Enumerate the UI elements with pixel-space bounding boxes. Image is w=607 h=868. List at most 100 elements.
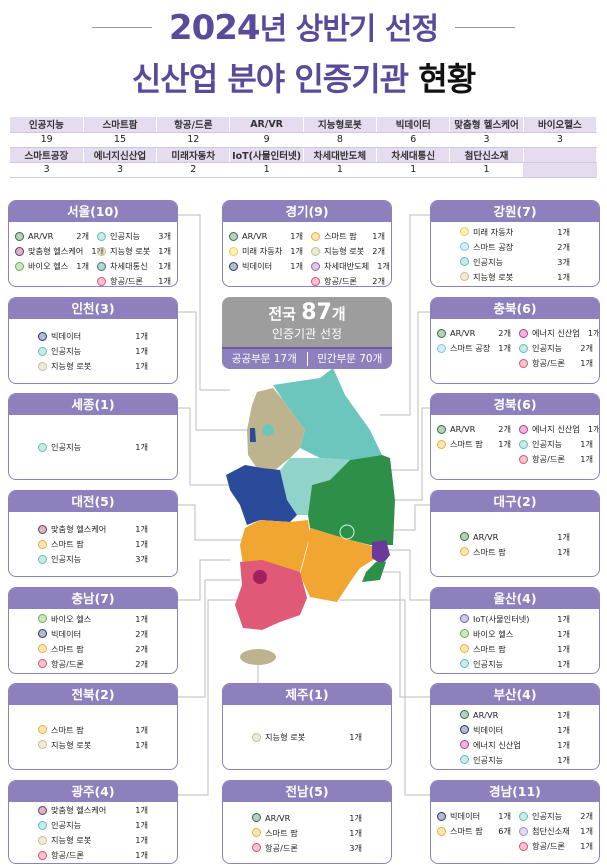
item-label: 지능형 로봇 (51, 835, 92, 845)
category-header: 미래자동차 (156, 147, 231, 163)
list-item: 지능형 로봇 2개 (311, 245, 385, 257)
item-label: 항공/드론 (110, 276, 143, 286)
drone-icon (519, 358, 528, 368)
robot-icon (38, 835, 47, 845)
list-item: 지능형 로봇 1개 (252, 731, 362, 743)
bigdata-icon (460, 725, 469, 734)
list-item: 인공지능 1개 (38, 819, 148, 831)
list-item: 인공지능 3개 (460, 256, 570, 268)
region-panel-chungbuk: 충북(6) AR/VR 2개 스마트 공장 1개 에너지 신산업 1개 인공지능 2개 항공/드론… (430, 297, 600, 384)
list-item: 빅데이터 2개 (38, 628, 148, 640)
robot-icon (97, 246, 106, 256)
list-item: 지능형 로봇 1개 (38, 834, 148, 846)
item-label: 스마트 팜 (473, 643, 506, 654)
category-count: 3 (10, 162, 84, 178)
region-items: AR/VR 1개 스마트 팜 1개 항공/드론 3개 (223, 802, 391, 863)
list-item: 항공/드론 1개 (519, 357, 593, 369)
arvr-icon (252, 813, 261, 822)
ai-icon (97, 231, 106, 241)
item-label: 맞춤형 헬스케어 (51, 805, 107, 815)
item-label: 인공지능 (532, 811, 563, 821)
region-panel-sejong: 세종(1) 인공지능 1개 (8, 393, 178, 480)
region-panel-gyeongnam: 경남(11) 빅데이터 1개 스마트 팜 6개 인공지능 2개 첨단신소재 1개 항공/드론 1개 (430, 780, 600, 864)
item-count: 1개 (158, 246, 172, 256)
region-title: 부산(4) (431, 684, 599, 705)
region-panel-incheon: 인천(3) 빅데이터 1개 인공지능 1개 지능형 로봇 1개 (8, 297, 178, 384)
item-count: 3개 (135, 554, 148, 564)
item-count: 1개 (135, 361, 148, 371)
list-item: IoT(사물인터넷) 1개 (460, 613, 570, 625)
region-title: 대전(5) (9, 491, 177, 512)
item-count: 1개 (135, 805, 148, 815)
item-count: 1개 (135, 442, 148, 452)
category-count: 8 (303, 132, 377, 148)
item-label: 스마트 팜 (473, 546, 506, 557)
region-panel-daejeon: 대전(5) 맞춤형 헬스케어 1개 스마트 팜 1개 인공지능 3개 (8, 490, 178, 577)
list-item: 스마트 팜 1개 (38, 538, 148, 550)
list-item: 미래 자동차 1개 (229, 245, 303, 257)
map-daegu (339, 524, 355, 540)
arvr-icon (229, 231, 238, 241)
item-label: 인공지능 (51, 554, 82, 564)
item-label: 인공지능 (532, 439, 563, 449)
item-count: 1개 (135, 739, 148, 750)
ai-icon (38, 820, 47, 830)
item-label: 빅데이터 (51, 628, 82, 639)
robot-icon (252, 732, 261, 742)
map-gyeonggi (247, 388, 305, 470)
region-items: 미래 자동차 1개 스마트 공장 2개 인공지능 3개 지능형 로봇 1개 (431, 222, 599, 286)
item-label: 인공지능 (51, 346, 82, 356)
material-icon (519, 826, 528, 836)
region-panel-ulsan: 울산(4) IoT(사물인터넷) 1개 바이오 헬스 1개 스마트 팜 1개 인공지능 1개 (430, 587, 600, 674)
list-item: AR/VR 2개 (437, 327, 511, 339)
list-item: 항공/드론 1개 (519, 453, 593, 465)
list-item: 스마트 팜 1개 (38, 724, 148, 736)
item-label: 미래 자동차 (473, 226, 514, 237)
category-count: 6 (376, 132, 450, 148)
list-item: 빅데이터 1개 (460, 724, 570, 736)
item-label: 스마트 팜 (265, 827, 298, 838)
item-label: AR/VR (242, 231, 268, 241)
item-label: 바이오 헬스 (51, 613, 92, 624)
item-label: 지능형 로봇 (110, 246, 151, 256)
region-panel-gwangju: 광주(4) 맞춤형 헬스케어 1개 인공지능 1개 지능형 로봇 1개 항공/드론 1개 (8, 780, 178, 864)
region-title: 인천(3) (9, 298, 177, 319)
map-chungnam (226, 465, 297, 525)
energy-icon (519, 328, 528, 338)
item-count: 2개 (498, 328, 511, 338)
region-title: 대구(2) (431, 491, 599, 512)
region-title: 경기(9) (223, 201, 391, 222)
region-title: 전북(2) (9, 684, 177, 705)
category-count: 1 (449, 162, 524, 178)
semicon-icon (311, 261, 320, 271)
ai-icon (38, 442, 47, 452)
energy-icon (519, 424, 528, 434)
item-count: 2개 (372, 246, 386, 256)
list-item: 빅데이터 1개 (437, 810, 511, 822)
item-count: 1개 (135, 835, 148, 845)
title-line2-main: 신산업 분야 인증기관 (131, 60, 409, 98)
category-header: AR/VR (229, 117, 304, 133)
item-count: 1개 (557, 531, 570, 542)
list-item: 인공지능 1개 (460, 754, 570, 766)
item-count: 1개 (557, 226, 570, 237)
list-item: 항공/드론 2개 (38, 658, 148, 670)
item-count: 1개 (557, 271, 570, 282)
item-label: 차세대통신 (110, 261, 148, 271)
category-header: 맞춤형 헬스케어 (449, 117, 524, 133)
list-item: 항공/드론 3개 (252, 842, 362, 854)
national-summary-box: 전국 87개 인증기관 선정 공공부문 17개 민간부문 70개 (222, 297, 392, 369)
list-item: 스마트 팜 1개 (252, 827, 362, 839)
title-decoration-left (92, 27, 152, 28)
item-count: 1개 (498, 343, 512, 353)
robot-icon (38, 361, 47, 371)
list-item: 스마트 공장 1개 (437, 342, 511, 354)
summary-headers-row: 스마트공장 에너지신산업 미래자동차 IoT(사물인터넷) 차세대반도체 차세대통신 첨단신… (10, 147, 598, 163)
divider (306, 352, 308, 366)
item-count: 1개 (372, 231, 385, 241)
car-icon (460, 227, 469, 236)
list-item: 항공/드론 1개 (97, 275, 171, 286)
category-count: 3 (523, 132, 597, 148)
national-suffix: 개 (331, 305, 346, 323)
region-title: 서울(10) (9, 201, 177, 222)
